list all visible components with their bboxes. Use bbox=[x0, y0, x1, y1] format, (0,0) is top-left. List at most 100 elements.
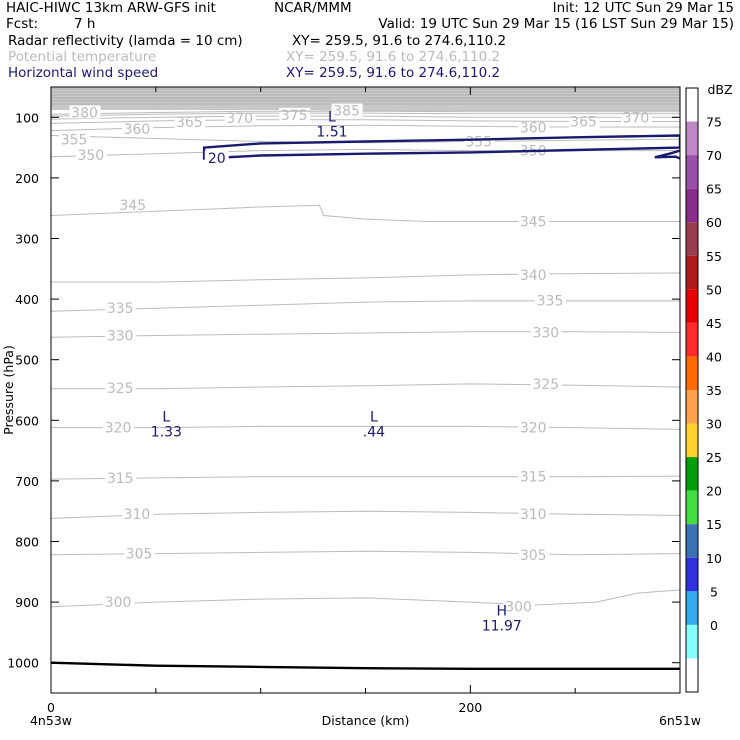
theta-label-300: 300 bbox=[105, 595, 132, 611]
forecast-hour: 7 h bbox=[74, 16, 96, 32]
theta-label-bg bbox=[103, 595, 135, 609]
colorbar-label: 65 bbox=[706, 182, 722, 197]
x-tick-label: 0 bbox=[47, 700, 55, 715]
theta-contour-330 bbox=[51, 331, 680, 338]
colorbar-label: 15 bbox=[706, 517, 722, 532]
theta-label-bg bbox=[103, 420, 135, 434]
colorbar-label: 35 bbox=[706, 383, 722, 398]
theta-label-360: 360 bbox=[520, 121, 547, 137]
y-axis: 100 200 300 400 500 600 700 800 900 1000 Pressure … bbox=[1, 110, 680, 671]
colorbar-label: 30 bbox=[706, 417, 722, 432]
theta-label-335: 335 bbox=[107, 301, 134, 317]
ground-surface-line bbox=[51, 661, 680, 670]
colorbar-segment bbox=[686, 423, 698, 458]
colorbar-segment bbox=[686, 188, 698, 223]
colorbar-label: 10 bbox=[706, 551, 722, 566]
theta-label-330: 330 bbox=[532, 325, 559, 341]
theta-label-bg bbox=[117, 198, 149, 212]
colorbar-segment bbox=[686, 624, 698, 659]
field-xy-reflectivity: XY= 259.5, 91.6 to 274.6,110.2 bbox=[292, 33, 507, 49]
forecast-label: Fcst: bbox=[6, 16, 39, 32]
y-tick-label: 600 bbox=[15, 413, 39, 428]
colorbar-segment bbox=[686, 255, 698, 290]
colorbar-label: 60 bbox=[706, 215, 722, 230]
colorbar-frame bbox=[685, 87, 699, 693]
theta-contour-355 bbox=[51, 135, 680, 144]
extremum-L-marker: L bbox=[370, 409, 378, 425]
theta-label-bg bbox=[503, 599, 535, 613]
y-tick-label: 200 bbox=[15, 171, 39, 186]
init-time: Init: 12 UTC Sun 29 Mar 15 bbox=[552, 0, 734, 16]
theta-label-bg bbox=[535, 293, 567, 307]
theta-label-385: 385 bbox=[333, 104, 360, 120]
colorbar-segment bbox=[686, 289, 698, 323]
field-xy-wind: XY= 259.5, 91.6 to 274.6,110.2 bbox=[286, 65, 501, 81]
theta-label-345: 345 bbox=[520, 215, 547, 231]
theta-label-320: 320 bbox=[105, 421, 132, 437]
theta-contour-325 bbox=[51, 383, 680, 390]
colorbar-label: 50 bbox=[706, 282, 722, 297]
y-tick-label: 400 bbox=[15, 292, 39, 307]
theta-label-bg bbox=[530, 325, 562, 339]
colorbar-segment bbox=[686, 490, 698, 525]
field-name-reflectivity: Radar reflectivity (lamda = 10 cm) bbox=[8, 33, 243, 49]
colorbar-segment bbox=[686, 322, 698, 357]
colorbar-segment bbox=[686, 356, 698, 390]
x-tick-label: 200 bbox=[458, 700, 482, 715]
x-endpoint-left: 4n53w bbox=[30, 713, 72, 728]
theta-label-bg bbox=[518, 120, 550, 134]
x-axis: 0 200 4n53w 6n51w Distance (km) bbox=[30, 87, 701, 728]
field-name-wind: Horizontal wind speed bbox=[8, 65, 159, 81]
theta-label-bg bbox=[121, 121, 153, 135]
theta-contour-370 bbox=[51, 115, 680, 120]
y-tick-label: 300 bbox=[15, 232, 39, 247]
theta-label-305: 305 bbox=[126, 547, 153, 563]
theta-label-bg bbox=[224, 110, 256, 124]
theta-label-340: 340 bbox=[520, 268, 547, 284]
valid-time: Valid: 19 UTC Sun 29 Mar 15 (16 LST Sun … bbox=[378, 16, 734, 32]
organization-label: NCAR/MMM bbox=[274, 0, 352, 16]
theta-label-365: 365 bbox=[570, 115, 597, 131]
theta-label-300: 300 bbox=[505, 599, 532, 615]
extremum-L-value: 1.51 bbox=[316, 124, 347, 140]
extremum-L-marker: L bbox=[162, 409, 170, 425]
theta-label-bg bbox=[59, 132, 91, 146]
theta-contour-375 bbox=[51, 112, 680, 117]
theta-label-bg bbox=[105, 328, 137, 342]
theta-label-370: 370 bbox=[623, 110, 650, 126]
theta-label-bg bbox=[518, 267, 550, 281]
theta-label-305: 305 bbox=[520, 548, 547, 564]
theta-label-320: 320 bbox=[520, 421, 547, 437]
extremum-H-value: 11.97 bbox=[482, 618, 522, 634]
theta-label-bg bbox=[518, 420, 550, 434]
theta-contours: 300 300 305 305 310 310 315 315 320 320 325 325 330 3… bbox=[51, 103, 680, 615]
colorbar-label: 70 bbox=[706, 148, 722, 163]
theta-label-315: 315 bbox=[520, 470, 547, 486]
colorbar-segment bbox=[686, 121, 698, 156]
theta-contour-305 bbox=[51, 550, 680, 556]
colorbar-label: 20 bbox=[706, 484, 722, 499]
y-tick-label: 900 bbox=[15, 595, 39, 610]
theta-label-350: 350 bbox=[77, 148, 104, 164]
theta-label-bg bbox=[105, 381, 137, 395]
theta-label-bg bbox=[518, 214, 550, 228]
colorbar-label: 55 bbox=[706, 249, 722, 264]
theta-label-310: 310 bbox=[520, 507, 547, 523]
colorbar-label: 45 bbox=[706, 316, 722, 331]
theta-label-325: 325 bbox=[532, 377, 559, 393]
y-tick-label: 700 bbox=[15, 474, 39, 489]
x-endpoint-right: 6n51w bbox=[659, 713, 701, 728]
wind-label-20: 20 bbox=[208, 151, 226, 167]
extremum-L-marker: L bbox=[328, 109, 336, 125]
extremum-L-value: .44 bbox=[363, 424, 385, 440]
theta-label-bg bbox=[75, 147, 107, 161]
theta-label-bg bbox=[518, 547, 550, 561]
field-name-theta: Potential temperature bbox=[8, 49, 157, 65]
theta-label-345: 345 bbox=[119, 198, 146, 214]
colorbar-label: 25 bbox=[706, 450, 722, 465]
theta-label-bg bbox=[121, 507, 153, 521]
y-tick-label: 500 bbox=[15, 353, 39, 368]
theta-contour-385 bbox=[281, 110, 680, 112]
